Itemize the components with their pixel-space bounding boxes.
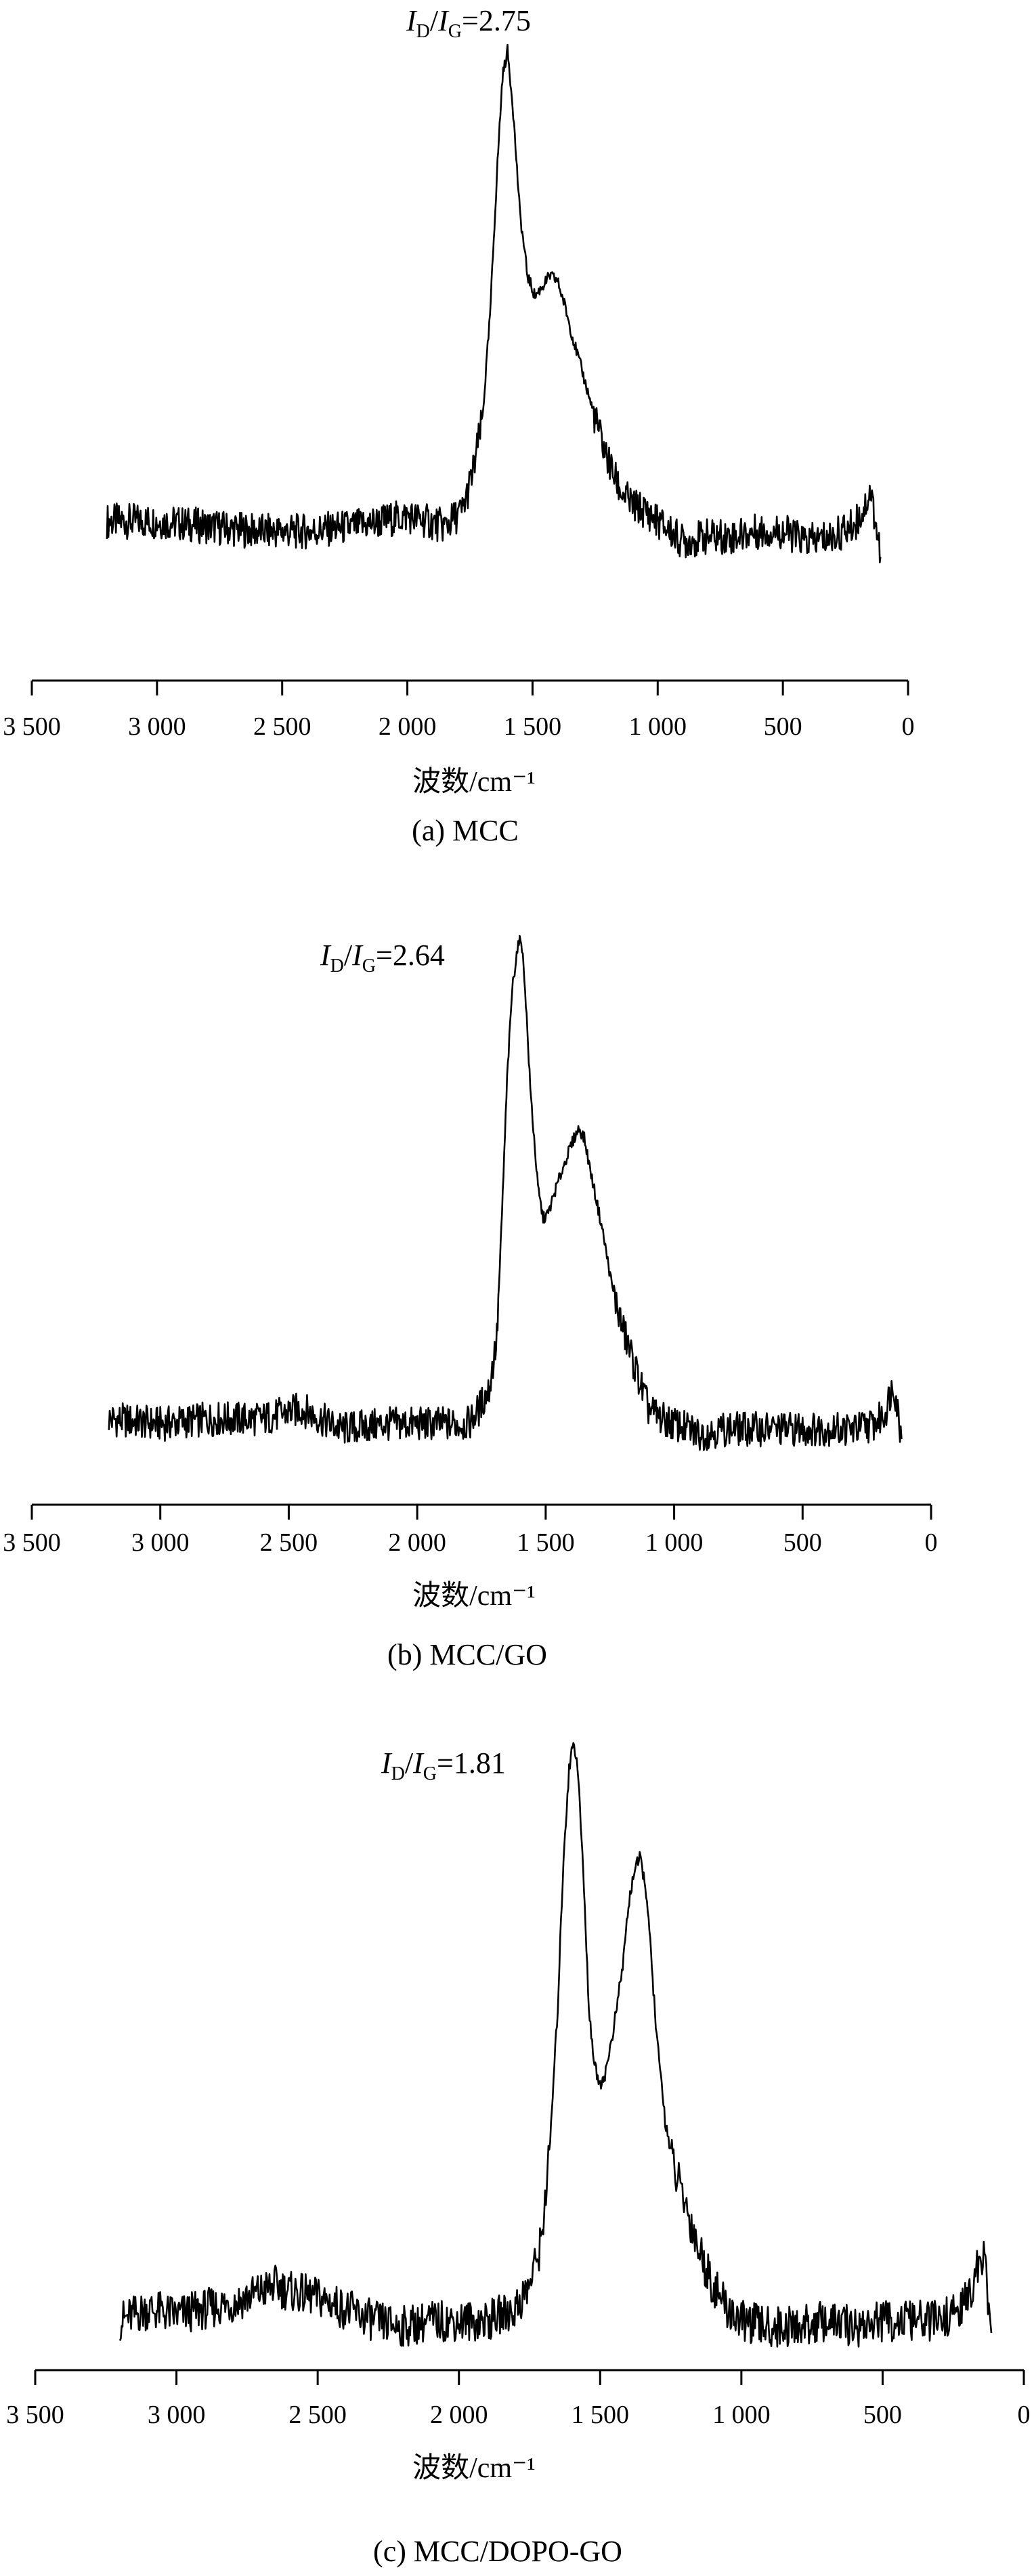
- x-tick-label-c: 1 000: [712, 2401, 771, 2429]
- x-tick-label-b: 2 000: [388, 1528, 446, 1557]
- plot-area-c: [119, 1742, 993, 2348]
- x-tick-label-b: 0: [925, 1528, 938, 1557]
- x-tick-label-c: 2 500: [288, 2401, 347, 2429]
- caption-c: (c) MCC/DOPO-GO: [373, 2535, 622, 2568]
- x-tick-label-a: 2 500: [253, 712, 311, 741]
- annotation-b: ID/IG=2.64: [320, 939, 445, 976]
- x-tick-label-c: 1 500: [572, 2401, 630, 2429]
- x-tick-label-c: 2 000: [430, 2401, 488, 2429]
- x-ticks-b: 3 500 3 000 2 500 2 000 1 500 1 000 500 0: [3, 1505, 938, 1557]
- panel-c: ID/IG=1.81 3 500 3 000 2 500 2 000 1 500 1 00…: [6, 1742, 1031, 2568]
- raman-spectrum-line-a: [106, 43, 882, 563]
- x-axis-label-c: 波数/cm⁻¹: [412, 2453, 536, 2484]
- panel-a: ID/IG=2.75 3 500 3 000 2 500 2 000 1 500 1 00…: [3, 4, 914, 847]
- x-tick-label-b: 2 500: [260, 1528, 318, 1557]
- caption-b: (b) MCC/GO: [387, 1638, 547, 1671]
- x-tick-label-a: 3 000: [128, 712, 186, 741]
- x-tick-label-b: 3 000: [131, 1528, 190, 1557]
- panel-b: ID/IG=2.64 3 500 3 000 2 500 2 000 1 500 1 00…: [3, 935, 938, 1671]
- x-tick-label-c: 0: [1018, 2401, 1031, 2429]
- raman-spectrum-line-b: [108, 935, 903, 1451]
- annotation-a: ID/IG=2.75: [406, 4, 531, 42]
- x-tick-label-a: 0: [902, 712, 915, 741]
- annotation-c: ID/IG=1.81: [381, 1746, 506, 1784]
- x-tick-label-c: 3 500: [6, 2401, 64, 2429]
- x-tick-label-a: 1 500: [504, 712, 562, 741]
- x-tick-label-a: 2 000: [379, 712, 437, 741]
- x-tick-label-a: 1 000: [629, 712, 687, 741]
- x-tick-label-b: 500: [783, 1528, 822, 1557]
- x-tick-label-b: 1 500: [517, 1528, 575, 1557]
- x-tick-label-c: 3 000: [148, 2401, 206, 2429]
- raman-spectrum-line-c: [119, 1742, 993, 2348]
- x-tick-label-a: 500: [764, 712, 802, 741]
- x-axis-label-b: 波数/cm⁻¹: [412, 1581, 536, 1612]
- caption-a: (a) MCC: [412, 814, 519, 847]
- x-tick-label-b: 1 000: [645, 1528, 704, 1557]
- plot-area-a: [106, 43, 882, 563]
- x-tick-label-c: 500: [863, 2401, 902, 2429]
- x-tick-label-b: 3 500: [3, 1528, 61, 1557]
- x-tick-label-a: 3 500: [3, 712, 61, 741]
- plot-area-b: [108, 935, 903, 1451]
- x-ticks-c: 3 500 3 000 2 500 2 000 1 500 1 000 500 0: [6, 2370, 1031, 2429]
- x-axis-label-a: 波数/cm⁻¹: [412, 767, 536, 798]
- x-ticks-a: 3 500 3 000 2 500 2 000 1 500 1 000 500 0: [3, 681, 915, 741]
